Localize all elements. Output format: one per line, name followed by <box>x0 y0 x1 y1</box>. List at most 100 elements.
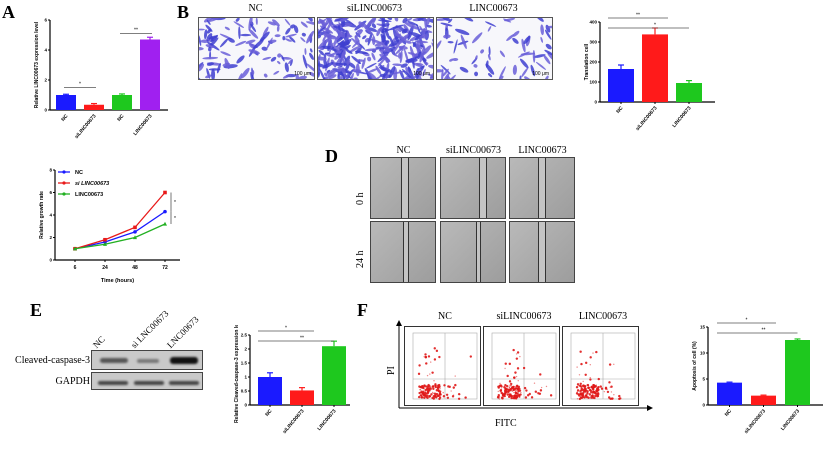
svg-text:si LINC00673: si LINC00673 <box>75 181 109 187</box>
x-tick-label: siLINC00673 <box>743 408 767 435</box>
svg-text:0: 0 <box>44 108 47 113</box>
scale-bar: 100 μm <box>532 71 549 77</box>
col-head-linc: LINC00673 <box>469 3 518 14</box>
wound-image <box>509 221 575 283</box>
wound-image <box>370 157 436 219</box>
svg-text:2: 2 <box>49 235 52 240</box>
svg-text:0: 0 <box>244 403 247 408</box>
x-tick-label: NC <box>724 408 733 418</box>
bar <box>608 69 634 102</box>
western-blot-caspase <box>91 350 203 370</box>
f-x-axis-label: FITC <box>495 418 517 429</box>
d-row-24h: 24 h <box>355 250 366 269</box>
svg-text:0: 0 <box>49 258 52 263</box>
svg-text:*: * <box>654 23 656 29</box>
svg-text:Relative growth rate: Relative growth rate <box>39 191 45 239</box>
y-axis-label: Apoptosis of cell (%) <box>692 341 698 391</box>
svg-text:**: ** <box>300 336 304 342</box>
d-row-0h: 0 h <box>355 192 366 206</box>
x-tick-label: siLINC00673 <box>282 408 306 435</box>
svg-text:*: * <box>746 318 748 324</box>
bar-chart-f: 0 5 10 15 Apoptosis of cell (%) NC siLINC00673… <box>692 318 823 435</box>
transwell-image-nc: 100 μm <box>198 17 315 80</box>
d-col-nc: NC <box>396 145 411 156</box>
scale-bar: 100 μm <box>413 71 430 77</box>
chart-a: 0 2 4 6 Relative LINC00673 expression level N… <box>20 8 180 148</box>
f-col-linc: LINC00673 <box>578 311 628 322</box>
svg-text:72: 72 <box>162 265 168 271</box>
svg-text:0: 0 <box>702 403 705 408</box>
bar <box>676 83 702 102</box>
bar-chart-b: 0 100 200 300 400 Translation cell NC siLINC006… <box>584 13 715 132</box>
svg-text:1.5: 1.5 <box>241 361 248 366</box>
svg-text:6: 6 <box>74 265 77 271</box>
svg-text:1: 1 <box>244 375 247 380</box>
panel-label-b: B <box>177 2 190 22</box>
chart-f: 0 5 10 15 Apoptosis of cell (%) NC siLINC00673… <box>680 315 825 452</box>
svg-text:NC: NC <box>116 113 125 123</box>
svg-text:LINC00673: LINC00673 <box>132 113 153 137</box>
col-head-nc: NC <box>248 3 263 14</box>
lane-label-linc: LNC00673 <box>164 314 201 350</box>
svg-text:2: 2 <box>244 347 247 352</box>
flow-axes <box>396 320 653 411</box>
svg-text:Relative LINC00673 expression: Relative LINC00673 expression level <box>34 21 40 108</box>
svg-text:NC: NC <box>60 113 69 123</box>
bar <box>258 377 282 405</box>
x-tick-label: siLINC00673 <box>635 105 659 132</box>
bar <box>322 346 346 405</box>
chart-b: 0 100 200 300 400 Translation cell NC siLINC006… <box>570 8 720 148</box>
western-blot-gapdh <box>91 372 203 390</box>
svg-text:**: ** <box>762 328 766 334</box>
chart-c: 0 2 4 6 8 6 24 48 72 Time (hours) Relative growth … <box>30 165 210 290</box>
svg-text:24: 24 <box>102 265 108 271</box>
svg-text:2.5: 2.5 <box>241 333 248 338</box>
transwell-image-linc: 100 μm <box>436 17 553 80</box>
flow-plot <box>404 326 481 406</box>
svg-text:0.5: 0.5 <box>241 389 248 394</box>
d-col-linc: LINC00673 <box>518 145 567 156</box>
panel-label-e: E <box>30 300 43 320</box>
svg-text:48: 48 <box>132 265 138 271</box>
x-tick-label: NC <box>615 105 624 115</box>
svg-text:*: * <box>79 82 81 88</box>
panel-label-f: F <box>357 300 368 320</box>
x-tick-label: LINC00673 <box>316 408 337 432</box>
transwell-image-si: 100 μm <box>317 17 434 80</box>
band-label-caspase: Cleaved-caspase-3 <box>15 355 90 366</box>
svg-text:*: * <box>285 326 287 332</box>
lane-label-nc: NC <box>90 334 107 350</box>
svg-text:200: 200 <box>589 60 597 65</box>
d-col-si: siLINC00673 <box>446 145 501 156</box>
bar <box>642 34 668 102</box>
svg-text:NC: NC <box>75 170 83 176</box>
flow-plot <box>483 326 560 406</box>
svg-text:4: 4 <box>44 48 47 53</box>
svg-text:400: 400 <box>589 20 597 25</box>
wound-image <box>440 157 506 219</box>
bar <box>717 382 742 405</box>
x-tick-label: LINC00673 <box>671 105 692 129</box>
svg-text:100: 100 <box>589 80 597 85</box>
scale-bar: 100 μm <box>294 71 311 77</box>
svg-text:**: ** <box>636 13 640 19</box>
wound-image <box>509 157 575 219</box>
chart-e: 0 0.5 1 1.5 2 2.5 Relative Cleaved-caspase-3 e… <box>222 316 352 452</box>
bar <box>751 395 776 405</box>
panel-label-a: A <box>2 2 15 22</box>
bar <box>785 340 810 405</box>
lane-label-si: si LNC00673 <box>128 308 171 350</box>
y-axis-label: Relative Cleaved-caspase-3 expression le… <box>234 325 240 423</box>
wound-image <box>370 221 436 283</box>
svg-text:10: 10 <box>700 351 706 356</box>
svg-text:15: 15 <box>700 325 706 330</box>
svg-text:5: 5 <box>702 377 705 382</box>
svg-text:8: 8 <box>49 168 52 173</box>
x-tick-label: LINC00673 <box>780 408 801 432</box>
panel-label-d: D <box>325 146 338 166</box>
svg-text:LINC00673: LINC00673 <box>75 192 103 198</box>
flow-plot <box>562 326 639 406</box>
y-axis-label: Translation cell <box>584 43 590 80</box>
x-tick-label: NC <box>264 408 273 418</box>
svg-text:**: ** <box>134 28 138 34</box>
